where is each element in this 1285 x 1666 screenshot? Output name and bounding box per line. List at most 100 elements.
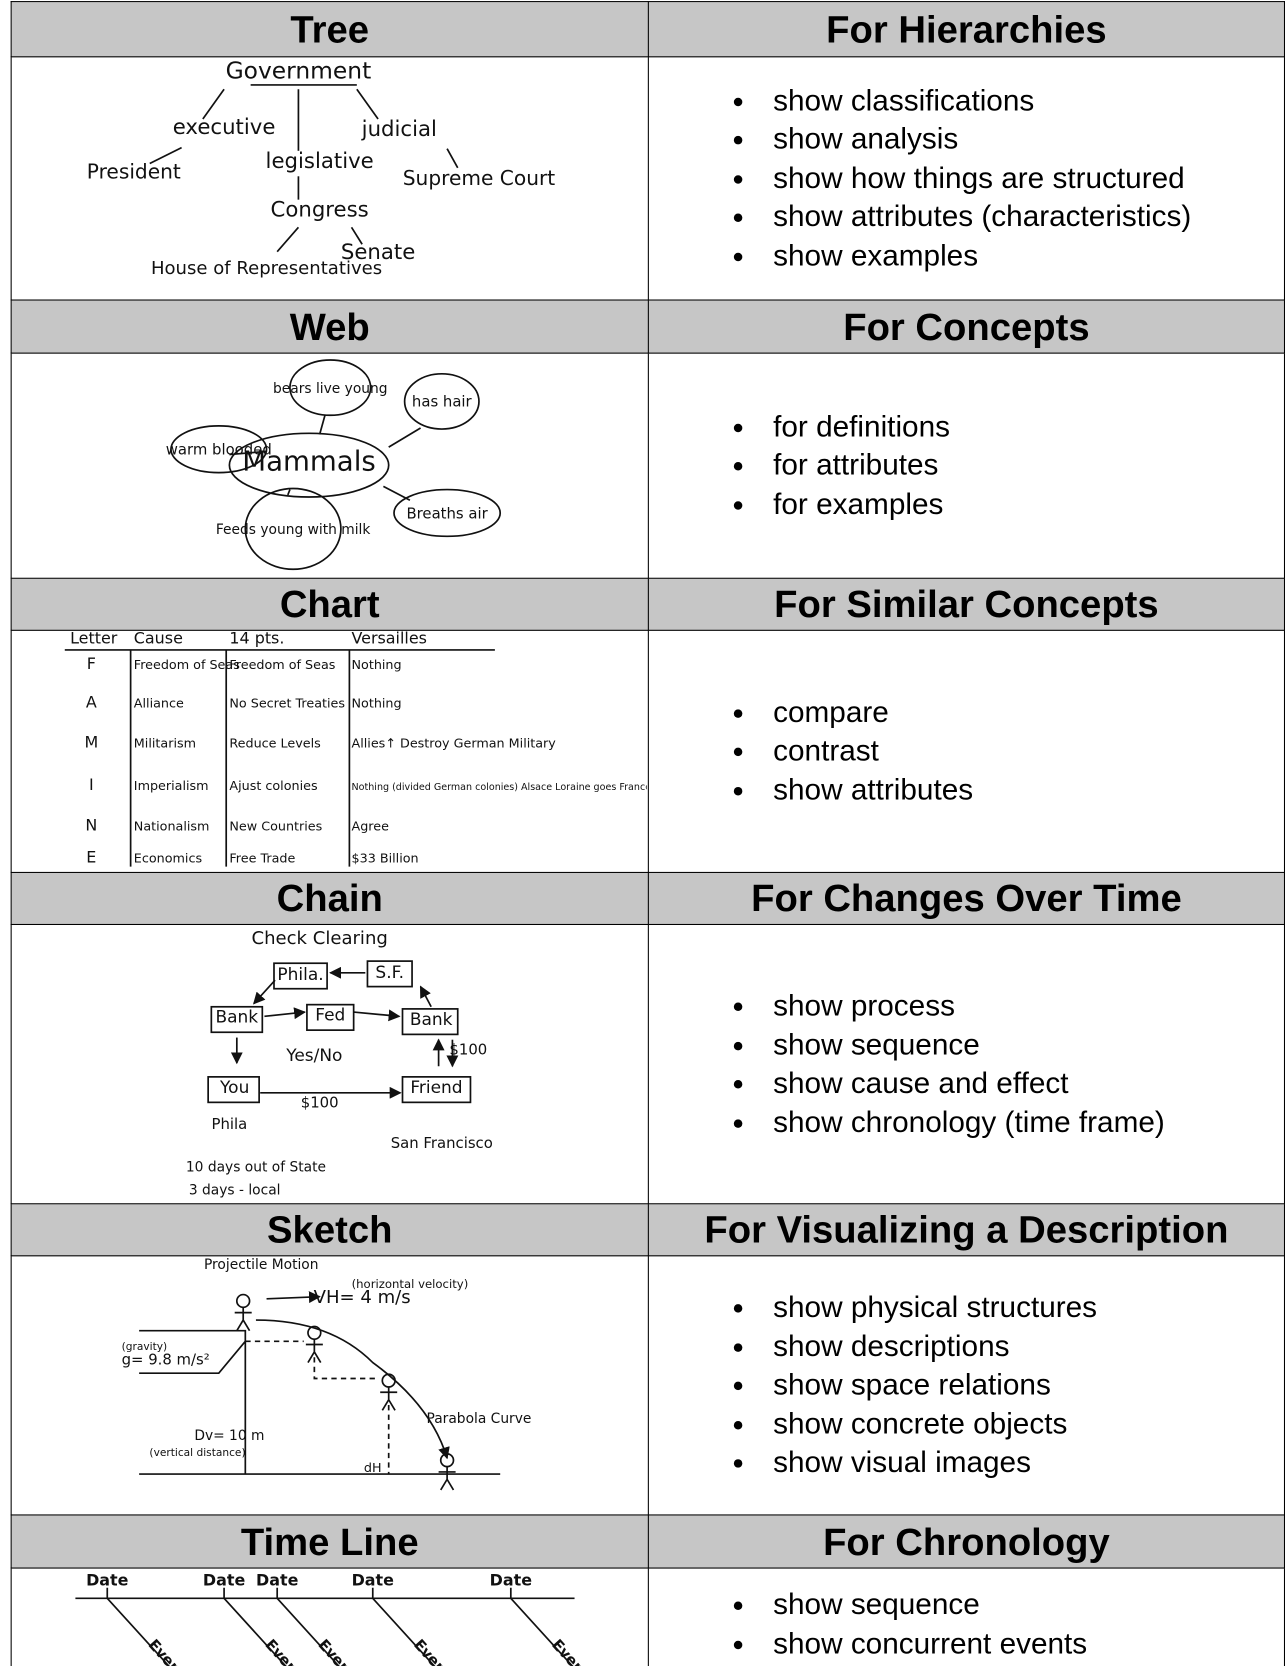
drawing-label: Senate xyxy=(341,240,415,265)
content-row: Government executive judicial President legi… xyxy=(10,56,1285,301)
chart-cell: I xyxy=(89,775,94,794)
content-row: Check Clearing Phila. S.F. Bank Fed Bank You Fr… xyxy=(10,923,1285,1205)
drawing-label: judicial xyxy=(361,117,437,142)
connector xyxy=(350,226,363,245)
drawing-label: Projectile Motion xyxy=(204,1257,319,1273)
use-item: show attributes xyxy=(758,771,1284,810)
row-title: Web xyxy=(10,299,649,354)
use-item: show sequence xyxy=(758,1586,1284,1625)
connector xyxy=(287,489,291,496)
row-title: Chart xyxy=(10,577,649,631)
example-drawing: Mammals bears live young has hair warm bloo… xyxy=(166,359,502,571)
node-box xyxy=(401,1008,459,1036)
arrow xyxy=(419,985,432,1008)
bubble xyxy=(403,372,480,430)
drawing-label: Dv= 10 m xyxy=(194,1428,264,1444)
velocity xyxy=(266,1291,321,1304)
use-item: show concrete objects xyxy=(758,1405,1284,1444)
use-item: show cause and effect xyxy=(758,1064,1284,1103)
chart-cell: Freedom of Seas xyxy=(229,658,335,673)
uses-list: show physical structuresshow description… xyxy=(649,1288,1284,1482)
example-cell: Date Event Date Event Date Event Date Event Date… xyxy=(10,1567,649,1666)
figure-body xyxy=(234,1307,252,1332)
row-purpose: For Similar Concepts xyxy=(647,577,1285,631)
drawing-label: 3 days - local xyxy=(189,1183,281,1199)
chart-cell: Nothing (divided German colonies) Alsace… xyxy=(352,782,647,793)
use-item: show process xyxy=(758,987,1284,1026)
use-item: for examples xyxy=(758,485,1284,524)
date-label: Date xyxy=(490,1571,533,1590)
drawing-label: Supreme Court xyxy=(403,166,556,190)
event-line xyxy=(106,1597,170,1666)
drawing-label: dH xyxy=(364,1461,382,1476)
trajectory xyxy=(255,1319,450,1460)
example-drawing: Government executive judicial President legi… xyxy=(87,57,556,279)
uses-list: show sequenceshow concurrent events xyxy=(649,1586,1284,1664)
row-purpose: For Visualizing a Description xyxy=(647,1203,1285,1257)
node-box xyxy=(366,960,413,988)
bubble xyxy=(228,432,390,498)
chart-cell: Allies↑ Destroy German Military xyxy=(352,737,557,752)
drawing-label: Congress xyxy=(271,198,369,223)
drawing-label: Phila xyxy=(212,1115,248,1133)
example-drawing: Letter Cause 14 pts. Versailles F Freedom of … xyxy=(64,631,647,867)
drawing-label: $100 xyxy=(301,1094,339,1112)
connector xyxy=(202,88,225,120)
drawing-label: Phila. xyxy=(277,965,323,985)
chart-cell: No Secret Treaties xyxy=(229,696,345,711)
chart-cell: Free Trade xyxy=(229,851,295,866)
drawing-label: executive xyxy=(173,115,276,140)
chart-cell: N xyxy=(85,815,97,834)
example-cell: Check Clearing Phila. S.F. Bank Fed Bank You Fr… xyxy=(10,923,649,1205)
row-purpose: For Hierarchies xyxy=(647,1,1285,58)
uses-list: show processshow sequenceshow cause and … xyxy=(649,987,1284,1142)
content-row: Date Event Date Event Date Event Date Event Date… xyxy=(10,1567,1285,1666)
connector xyxy=(229,450,267,456)
event-label: Event xyxy=(548,1636,593,1666)
example-cell: Government executive judicial President legi… xyxy=(10,56,649,301)
row-purpose: For Chronology xyxy=(647,1514,1285,1569)
header-row: Sketch For Visualizing a Description xyxy=(10,1203,1285,1257)
event-label: Event xyxy=(410,1636,455,1666)
drawing-label: Yes/No xyxy=(285,1046,342,1066)
node-box xyxy=(401,1076,472,1104)
header-row: Time Line For Chronology xyxy=(10,1514,1285,1569)
drawing-label: warm blooded xyxy=(166,441,272,459)
use-item: for definitions xyxy=(758,408,1284,447)
drawing-label: Breaths air xyxy=(406,504,488,522)
drawing-label: Friend xyxy=(410,1078,462,1098)
use-item: show descriptions xyxy=(758,1327,1284,1366)
content-row: Mammals bears live young has hair warm bloo… xyxy=(10,352,1285,579)
use-item: for attributes xyxy=(758,446,1284,485)
chart-cell: Letter xyxy=(70,631,118,648)
dashes xyxy=(245,1340,390,1475)
drawing-label: House of Representatives xyxy=(151,258,382,279)
example-cell: Mammals bears live young has hair warm bloo… xyxy=(10,352,649,579)
connector xyxy=(382,485,411,501)
drawing-label: (vertical distance) xyxy=(149,1446,245,1459)
row-title: Chain xyxy=(10,871,649,926)
chart-cell: Economics xyxy=(134,851,203,866)
example-drawing: Date Event Date Event Date Event Date Event Date… xyxy=(75,1571,593,1666)
node-box xyxy=(210,1005,264,1034)
chart-cell: Nothing xyxy=(352,658,402,673)
drawing-label: Feeds young with milk xyxy=(216,522,370,538)
row-purpose: For Changes Over Time xyxy=(647,871,1285,926)
connector xyxy=(318,415,326,435)
content-row: Letter Cause 14 pts. Versailles F Freedom of … xyxy=(10,629,1285,873)
event-line xyxy=(510,1597,574,1666)
chart-cell: Alliance xyxy=(134,696,184,711)
connector xyxy=(149,146,182,165)
arrow xyxy=(353,1009,401,1022)
drawing-label: Bank xyxy=(215,1008,258,1028)
bubble xyxy=(170,425,268,474)
chart-cell: Versailles xyxy=(352,631,427,648)
bubble xyxy=(244,487,342,571)
chart-cell: Cause xyxy=(134,631,183,648)
drawing-label: Bank xyxy=(410,1010,453,1030)
node-box xyxy=(207,1076,260,1104)
example-drawing: Projectile Motion (horizontal velocity)VH… xyxy=(122,1257,531,1491)
row-title: Time Line xyxy=(10,1514,649,1569)
figure-head xyxy=(381,1373,396,1388)
